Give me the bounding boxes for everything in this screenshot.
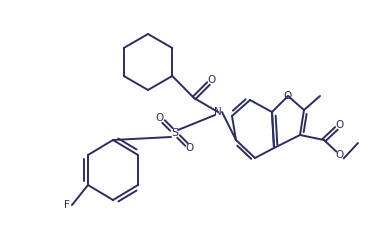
Text: N: N <box>214 107 222 117</box>
Text: F: F <box>64 200 70 210</box>
Text: O: O <box>156 113 164 123</box>
Text: O: O <box>208 75 216 85</box>
Text: O: O <box>186 143 194 153</box>
Text: O: O <box>284 91 292 101</box>
Text: O: O <box>336 150 344 160</box>
Text: S: S <box>171 128 178 138</box>
Text: O: O <box>336 120 344 130</box>
